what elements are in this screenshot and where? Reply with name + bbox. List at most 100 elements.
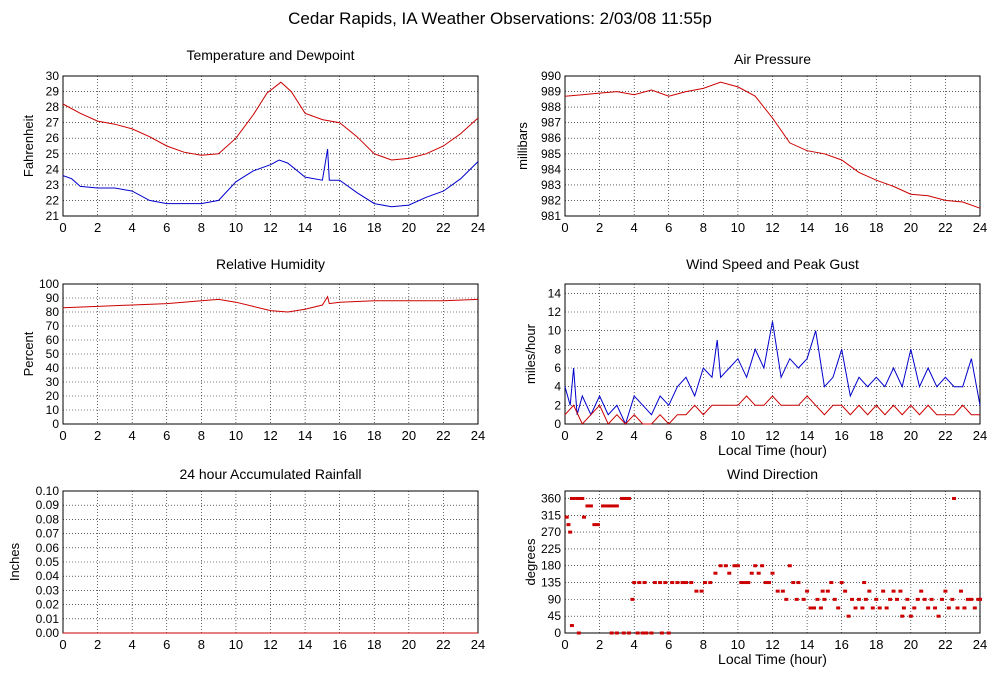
x-tick-label: 4 (631, 428, 638, 443)
scatter-point (689, 581, 694, 585)
x-tick-label: 8 (198, 428, 205, 443)
scatter-point (818, 606, 823, 610)
y-tick-label: 983 (541, 178, 561, 192)
scatter-point (663, 581, 668, 585)
x-tick-label: 8 (198, 220, 205, 235)
scatter-point (972, 606, 977, 610)
scatter-point (680, 581, 685, 585)
x-tick-label: 18 (367, 428, 381, 443)
plot-frame (62, 75, 479, 217)
scatter-point (568, 530, 573, 534)
series-line-1 (62, 295, 479, 313)
scatter-point (569, 624, 574, 628)
scatter-point (943, 589, 948, 593)
scatter-point (742, 581, 747, 585)
y-tick-label: 45 (548, 609, 562, 623)
y-tick-label: 26 (46, 131, 60, 145)
y-tick-label: 40 (46, 361, 60, 375)
x-tick-label: 4 (129, 428, 136, 443)
y-tick-label: 100 (39, 277, 59, 291)
x-tick-label: 12 (765, 637, 779, 652)
scatter-point (753, 564, 758, 568)
scatter-point (787, 564, 792, 568)
x-tick-label: 18 (869, 428, 883, 443)
x-tick-label: 24 (973, 220, 987, 235)
y-axis-label: Fahrenheit (21, 115, 36, 178)
x-tick-label: 16 (834, 428, 848, 443)
scatter-point (884, 606, 889, 610)
x-tick-label: 20 (402, 428, 416, 443)
x-tick-label: 16 (332, 220, 346, 235)
scatter-point (856, 597, 861, 601)
scatter-point (746, 581, 751, 585)
x-tick-label: 2 (94, 220, 101, 235)
x-tick-label: 10 (731, 428, 745, 443)
x-tick-label: 4 (129, 637, 136, 652)
y-tick-label: 981 (541, 209, 561, 223)
x-tick-label: 12 (263, 220, 277, 235)
y-tick-label: 225 (541, 542, 561, 556)
x-tick-label: 6 (665, 220, 672, 235)
y-tick-label: 8 (554, 342, 561, 356)
scatter-point (623, 496, 628, 500)
y-tick-label: 70 (46, 319, 60, 333)
y-tick-label: 90 (548, 592, 562, 606)
scatter-point (867, 589, 872, 593)
x-tick-label: 8 (700, 220, 707, 235)
scatter-point (898, 589, 903, 593)
y-tick-label: 80 (46, 305, 60, 319)
scatter-point (649, 631, 654, 635)
x-tick-label: 16 (332, 428, 346, 443)
x-tick-label: 12 (765, 220, 779, 235)
x-tick-label: 0 (561, 637, 568, 652)
y-tick-label: 982 (541, 193, 561, 207)
x-tick-label: 14 (298, 637, 312, 652)
x-tick-label: 8 (700, 428, 707, 443)
scatter-point (815, 597, 820, 601)
y-tick-label: 984 (541, 162, 561, 176)
y-tick-label: 2 (554, 398, 561, 412)
scatter-point (839, 581, 844, 585)
y-axis-label: millibars (515, 122, 530, 170)
scatter-point (900, 614, 905, 618)
scatter-point (760, 564, 765, 568)
chart-title: Temperature and Dewpoint (186, 47, 354, 63)
scatter-point (611, 504, 616, 508)
scatter-point (566, 523, 571, 527)
scatter-point (713, 571, 718, 575)
y-tick-label: 0.10 (36, 484, 60, 498)
scatter-point (929, 597, 934, 601)
x-tick-label: 20 (904, 220, 918, 235)
y-tick-label: 0.05 (36, 555, 60, 569)
x-tick-label: 24 (471, 428, 485, 443)
scatter-point (936, 614, 941, 618)
x-tick-label: 4 (129, 220, 136, 235)
y-tick-label: 20 (46, 389, 60, 403)
y-tick-label: 4 (554, 380, 561, 394)
x-tick-label: 22 (938, 428, 952, 443)
x-tick-label: 0 (59, 637, 66, 652)
scatter-point (576, 496, 581, 500)
y-tick-label: 0.09 (36, 498, 60, 512)
scatter-point (820, 589, 825, 593)
y-axis-label: Inches (7, 542, 22, 581)
x-tick-label: 22 (938, 220, 952, 235)
scatter-point (642, 581, 647, 585)
scatter-point (703, 581, 708, 585)
scatter-point (708, 581, 713, 585)
scatter-point (756, 571, 761, 575)
scatter-point (573, 496, 578, 500)
scatter-point (694, 589, 699, 593)
series-line-1 (564, 81, 981, 209)
scatter-point (609, 631, 614, 635)
series-line-1 (564, 321, 981, 426)
y-tick-label: 0.07 (36, 527, 60, 541)
scatter-point (905, 597, 910, 601)
x-tick-label: 2 (94, 637, 101, 652)
y-tick-label: 135 (541, 576, 561, 590)
x-tick-label: 10 (229, 637, 243, 652)
